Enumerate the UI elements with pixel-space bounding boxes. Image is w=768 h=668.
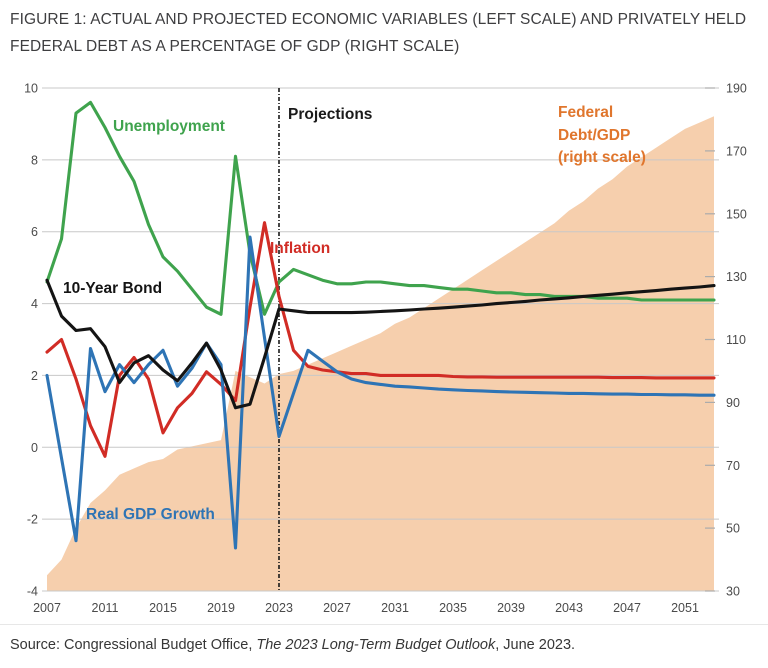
figure-title: FIGURE 1: ACTUAL AND PROJECTED ECONOMIC … [10, 6, 762, 60]
unemployment-series-label: Unemployment [113, 118, 225, 135]
debt-gdp-series-label: Federal Debt/GDP (right scale) [558, 102, 646, 170]
debt-gdp-label-line2: Debt/GDP [558, 126, 631, 144]
bottom-divider [0, 624, 768, 625]
source-note: Source: Congressional Budget Office, The… [10, 637, 575, 653]
x-axis-label: 2027 [323, 601, 351, 615]
x-axis-label: 2043 [555, 601, 583, 615]
x-axis-label: 2023 [265, 601, 293, 615]
right-axis-label: 170 [726, 144, 747, 158]
unemployment-line [45, 100, 716, 316]
left-axis-label: 10 [24, 82, 38, 96]
source-prefix: Source: Congressional Budget Office, [10, 637, 257, 653]
debt-gdp-area [47, 116, 714, 592]
source-suffix: , June 2023. [495, 637, 576, 653]
x-axis-label: 2015 [149, 601, 177, 615]
right-axis-label: 130 [726, 270, 747, 284]
left-axis-label: -2 [27, 513, 38, 527]
figure-title-line2: FEDERAL DEBT AS A PERCENTAGE OF GDP (RIG… [10, 38, 460, 55]
x-axis-label: 2011 [92, 601, 119, 615]
x-axis-label: 2031 [381, 601, 409, 615]
x-axis-label: 2007 [33, 601, 61, 615]
x-axis-label: 2019 [207, 601, 235, 615]
inflation-line [45, 221, 716, 458]
x-axis-label: 2047 [613, 601, 641, 615]
real-gdp-growth-line [45, 235, 716, 550]
left-axis-label: 2 [31, 369, 38, 383]
gdp-series-label: Real GDP Growth [86, 506, 215, 523]
inflation-series-label: Inflation [270, 240, 331, 257]
left-axis-label: 4 [31, 297, 38, 311]
right-axis-label: 90 [726, 396, 740, 410]
x-axis-label: 2051 [671, 601, 699, 615]
right-axis-label: 70 [726, 459, 740, 473]
left-axis-label: 8 [31, 153, 38, 167]
left-axis-label: -4 [27, 585, 38, 599]
right-axis-label: 30 [726, 585, 740, 599]
right-axis-label: 50 [726, 522, 740, 536]
source-title-italic: The 2023 Long-Term Budget Outlook [256, 637, 496, 653]
debt-gdp-label-line1: Federal [558, 104, 614, 121]
right-axis-label: 150 [726, 207, 747, 221]
x-axis-label: 2039 [497, 601, 525, 615]
left-axis-label: 6 [31, 225, 38, 239]
bond-series-label: 10-Year Bond [63, 280, 163, 297]
x-axis-label: 2035 [439, 601, 467, 615]
debt-gdp-label-line3: (right scale) [558, 149, 646, 166]
10-year-bond-line [45, 278, 716, 410]
projections-label: Projections [288, 106, 373, 123]
left-axis-label: 0 [31, 441, 38, 455]
right-axis-label: 190 [726, 82, 747, 96]
figure-title-line1: FIGURE 1: ACTUAL AND PROJECTED ECONOMIC … [10, 11, 747, 28]
right-axis-label: 110 [726, 333, 746, 347]
